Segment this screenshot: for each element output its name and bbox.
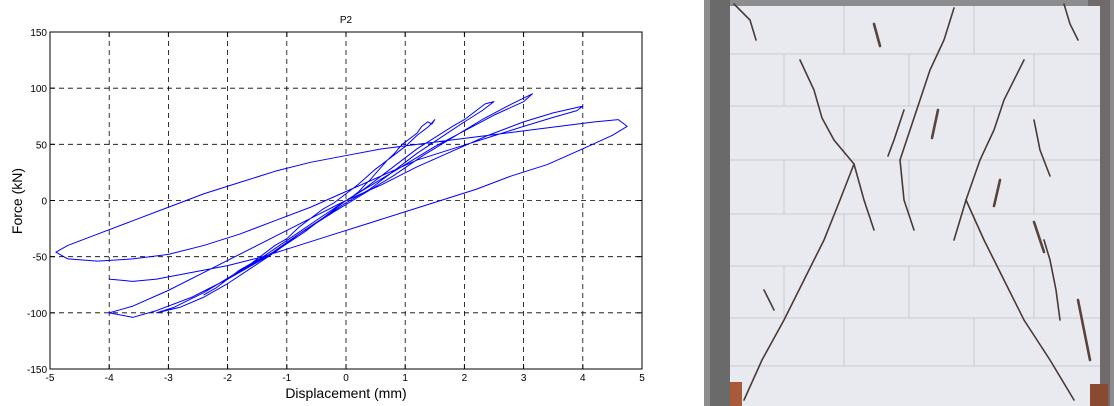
x-tick-label: 5 [639,373,645,384]
y-tick-label: -50 [33,253,48,264]
major-cracks [872,22,1092,362]
wall-panel [730,6,1100,406]
x-tick-label: 3 [521,373,527,384]
chart-title: P2 [340,15,353,26]
x-tick-label: 4 [580,373,586,384]
y-tick-label: 0 [41,197,47,208]
y-axis-label: Force (kN) [9,168,25,234]
x-tick-label: 0 [343,373,349,384]
y-tick-label: 100 [30,84,47,95]
x-tick-label: 1 [402,373,408,384]
series-layer [55,93,628,318]
x-tick-label: -5 [46,373,55,384]
cracked-masonry-wall-photo-icon [704,0,1114,406]
tick-layer: -5 -4 -3 -2 -1 0 1 2 3 4 5 -150 -100 -50 0 50 100 150 [27,28,645,384]
x-axis-label: Displacement (mm) [285,385,406,401]
y-tick-label: 150 [30,28,47,39]
x-tick-label: -3 [164,373,173,384]
y-tick-label: 50 [36,140,48,151]
grid-layer [50,32,642,369]
right-ground-object [1090,384,1108,406]
x-tick-label: -2 [223,373,232,384]
y-tick-label: -100 [27,309,47,320]
x-tick-label: 2 [462,373,468,384]
y-tick-label: -150 [27,365,47,376]
x-tick-label: -4 [105,373,114,384]
diagonal-cracks [733,3,1079,401]
cracked-wall-photo [704,0,1114,406]
hysteresis-series-line [55,93,628,318]
left-ground-object [730,382,742,406]
x-tick-label: -1 [282,373,291,384]
left-frame-column [710,0,730,406]
block-joints [730,6,1100,367]
hysteresis-chart: -5 -4 -3 -2 -1 0 1 2 3 4 5 -150 -100 -50 0 50 100 150 P2 … [9,15,645,401]
